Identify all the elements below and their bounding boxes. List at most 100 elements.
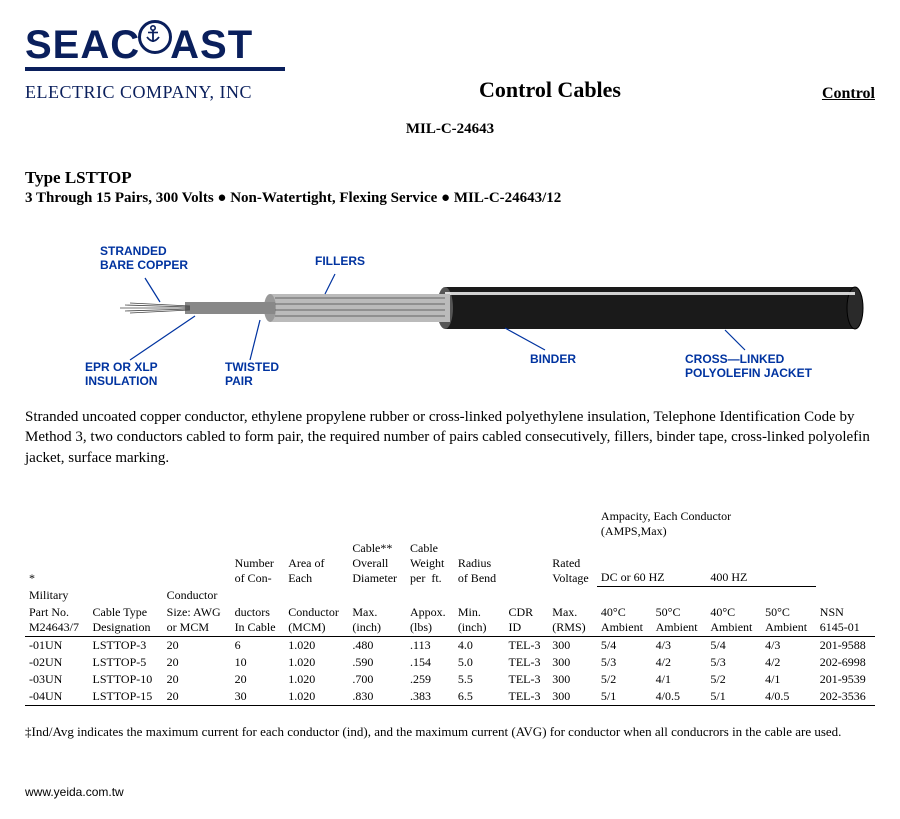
table-cell: 1.020 [284, 654, 348, 671]
hdr-400hz: 400 HZ [706, 540, 815, 587]
logo-block: SEAC AST [25, 20, 875, 71]
footnote: ‡Ind/Avg indicates the maximum current f… [25, 724, 875, 740]
type-block: Type LSTTOP 3 Through 15 Pairs, 300 Volt… [25, 168, 875, 207]
header-row: ELECTRIC COMPANY, INC Control Cables Con… [25, 77, 875, 103]
table-cell: 20 [163, 688, 231, 706]
page-title: Control Cables [345, 77, 755, 103]
label-jacket: CROSS—LINKED POLYOLEFIN JACKET [685, 352, 812, 380]
table-cell: .700 [348, 671, 406, 688]
table-cell: .259 [406, 671, 454, 688]
table-cell: 5.5 [454, 671, 505, 688]
table-cell: LSTTOP-5 [88, 654, 162, 671]
hdr-ductors: ductors In Cable [231, 604, 285, 637]
type-line2: 3 Through 15 Pairs, 300 Volts ● Non-Wate… [25, 190, 875, 207]
logo-underline [25, 67, 285, 71]
hdr-star: * [25, 540, 88, 587]
table-cell: 4/2 [652, 654, 707, 671]
table-cell: -04UN [25, 688, 88, 706]
table-cell: 6 [231, 636, 285, 654]
table-row: -02UNLSTTOP-520101.020.590.1545.0TEL-330… [25, 654, 875, 671]
table-cell: 201-9539 [816, 671, 875, 688]
table-cell: 4/0.5 [652, 688, 707, 706]
spec-number: MIL-C-24643 [25, 121, 875, 138]
description-paragraph: Stranded uncoated copper conductor, ethy… [25, 407, 875, 468]
table-cell: 6.5 [454, 688, 505, 706]
table-cell: 201-9588 [816, 636, 875, 654]
hdr-b50: 50°C Ambient [761, 604, 816, 637]
hdr-rated: Rated Voltage [548, 540, 597, 587]
cable-diagram: STRANDED BARE COPPER FILLERS EPR OR XLP … [25, 232, 875, 392]
table-cell: .383 [406, 688, 454, 706]
table-cell: -01UN [25, 636, 88, 654]
table-cell: .480 [348, 636, 406, 654]
section-link: Control [755, 85, 875, 103]
table-cell: 300 [548, 654, 597, 671]
label-stranded: STRANDED BARE COPPER [100, 244, 188, 272]
site-url: www.yeida.com.tw [25, 785, 875, 799]
label-epr: EPR OR XLP INSULATION [85, 360, 158, 388]
table-cell: TEL-3 [505, 671, 549, 688]
table-cell: 5/3 [706, 654, 761, 671]
table-cell: 5/1 [597, 688, 652, 706]
anchor-icon [138, 20, 172, 54]
hdr-nsn: NSN 6145-01 [816, 604, 875, 637]
table-cell: 4.0 [454, 636, 505, 654]
hdr-conductor: Conductor [163, 587, 231, 604]
hdr-area: Area of Each [284, 540, 348, 587]
table-cell: LSTTOP-15 [88, 688, 162, 706]
hdr-a50: 50°C Ambient [652, 604, 707, 637]
table-cell: .154 [406, 654, 454, 671]
table-row: -04UNLSTTOP-1520301.020.830.3836.5TEL-33… [25, 688, 875, 706]
table-row: -03UNLSTTOP-1020201.020.700.2595.5TEL-33… [25, 671, 875, 688]
table-cell: 20 [163, 671, 231, 688]
table-cell: 5/4 [706, 636, 761, 654]
hdr-dia: Cable** Overall Diameter [348, 540, 406, 587]
logo-text-left: SEAC [25, 23, 140, 67]
hdr-wt: Cable Weight per ft. [406, 540, 454, 587]
table-cell: 4/0.5 [761, 688, 816, 706]
table-cell: 1.020 [284, 671, 348, 688]
label-fillers: FILLERS [315, 254, 365, 268]
hdr-cdr: CDR ID [505, 604, 549, 637]
table-cell: TEL-3 [505, 688, 549, 706]
hdr-cabletype: Cable Type Designation [88, 604, 162, 637]
table-cell: -03UN [25, 671, 88, 688]
table-cell: TEL-3 [505, 636, 549, 654]
spec-table: Ampacity, Each Conductor (AMPS,Max) * Nu… [25, 508, 875, 706]
hdr-ampacity: Ampacity, Each Conductor (AMPS,Max) [597, 508, 816, 540]
hdr-part: Part No. M24643/7 [25, 604, 88, 637]
table-cell: 10 [231, 654, 285, 671]
hdr-a40: 40°C Ambient [597, 604, 652, 637]
type-line1: Type LSTTOP [25, 168, 875, 188]
table-cell: 20 [163, 636, 231, 654]
table-cell: 5.0 [454, 654, 505, 671]
hdr-dc60: DC or 60 HZ [597, 540, 706, 587]
table-cell: 4/3 [652, 636, 707, 654]
table-cell: 1.020 [284, 688, 348, 706]
hdr-min: Min. (inch) [454, 604, 505, 637]
table-cell: .590 [348, 654, 406, 671]
table-cell: 5/2 [706, 671, 761, 688]
table-cell: 202-3536 [816, 688, 875, 706]
table-cell: 4/3 [761, 636, 816, 654]
table-cell: 20 [231, 671, 285, 688]
hdr-rad: Radius of Bend [454, 540, 505, 587]
table-row: -01UNLSTTOP-32061.020.480.1134.0TEL-3300… [25, 636, 875, 654]
table-cell: .113 [406, 636, 454, 654]
company-name: ELECTRIC COMPANY, INC [25, 82, 345, 103]
table-cell: 300 [548, 671, 597, 688]
hdr-max: Max. (inch) [348, 604, 406, 637]
label-twisted: TWISTED PAIR [225, 360, 279, 388]
table-cell: .830 [348, 688, 406, 706]
hdr-mcm: Conductor (MCM) [284, 604, 348, 637]
hdr-b40: 40°C Ambient [706, 604, 761, 637]
hdr-num: Number of Con- [231, 540, 285, 587]
table-cell: 4/1 [761, 671, 816, 688]
label-binder: BINDER [530, 352, 576, 366]
table-cell: 300 [548, 688, 597, 706]
table-cell: LSTTOP-10 [88, 671, 162, 688]
table-cell: 4/2 [761, 654, 816, 671]
table-cell: 4/1 [652, 671, 707, 688]
table-cell: 5/3 [597, 654, 652, 671]
logo-text-right: AST [170, 23, 253, 67]
